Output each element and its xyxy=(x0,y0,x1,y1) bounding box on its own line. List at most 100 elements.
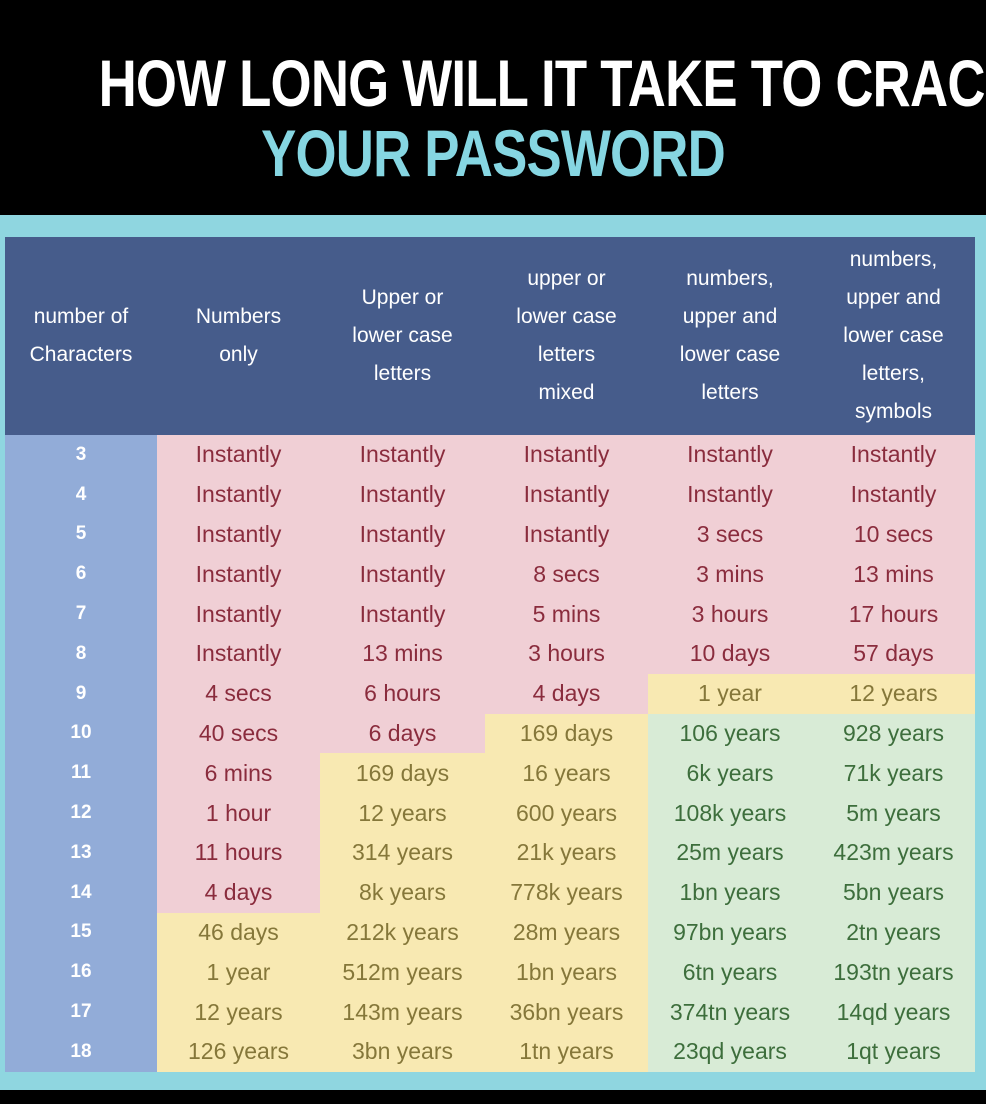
crack-time-cell: 6tn years xyxy=(648,952,812,993)
crack-time-cell: 6 days xyxy=(320,713,485,754)
row-character-count: 17 xyxy=(5,992,157,1032)
crack-time-cell: 1qt years xyxy=(812,1031,975,1072)
row-character-count: 16 xyxy=(5,952,157,993)
crack-time-cell: Instantly xyxy=(320,554,485,595)
row-character-count: 10 xyxy=(5,713,157,754)
header-line: Upper or xyxy=(361,286,444,309)
crack-time-cell: 8k years xyxy=(320,872,485,913)
crack-time-cell: 12 years xyxy=(320,793,485,833)
header-line: lower case xyxy=(352,324,453,347)
crack-time-cell: 4 days xyxy=(485,673,648,714)
header-numbers-mixed-case: numbers, upper and lower case letters xyxy=(648,237,812,435)
row-character-count: 3 xyxy=(5,435,157,475)
crack-time-cell: 423m years xyxy=(812,832,975,873)
header-line: numbers, xyxy=(849,248,938,271)
crack-time-cell: 1bn years xyxy=(648,872,812,913)
header-mixed-case: upper or lower case letters mixed xyxy=(485,237,648,435)
crack-time-cell: 314 years xyxy=(320,832,485,873)
crack-time-cell: Instantly xyxy=(485,474,648,515)
header-line: mixed xyxy=(538,381,595,404)
row-character-count: 15 xyxy=(5,912,157,953)
crack-time-cell: 12 years xyxy=(812,673,975,714)
crack-time-cell: Instantly xyxy=(157,554,320,595)
crack-time-cell: 13 mins xyxy=(320,633,485,674)
crack-time-cell: 4 secs xyxy=(157,673,320,714)
crack-time-table: number of Characters Numbers only Upper or lo… xyxy=(5,237,975,1072)
table-header: number of Characters Numbers only Upper or lo… xyxy=(5,237,975,435)
header-characters: number of Characters xyxy=(5,237,157,435)
crack-time-cell: 3bn years xyxy=(320,1031,485,1072)
crack-time-cell: 193tn years xyxy=(812,952,975,993)
row-character-count: 13 xyxy=(5,832,157,873)
crack-time-cell: Instantly xyxy=(812,474,975,515)
header-line: upper and xyxy=(682,305,778,328)
crack-time-cell: 778k years xyxy=(485,872,648,913)
crack-time-cell: Instantly xyxy=(320,435,485,475)
crack-time-cell: 5m years xyxy=(812,793,975,833)
crack-time-cell: 169 days xyxy=(320,753,485,794)
crack-time-cell: 10 secs xyxy=(812,514,975,555)
crack-time-cell: Instantly xyxy=(157,594,320,634)
crack-time-cell: Instantly xyxy=(648,435,812,475)
header-upper-or-lower: Upper or lower case letters xyxy=(320,237,485,435)
crack-time-cell: 512m years xyxy=(320,952,485,993)
crack-time-cell: 36bn years xyxy=(485,992,648,1032)
crack-time-cell: Instantly xyxy=(485,514,648,555)
crack-time-cell: Instantly xyxy=(157,633,320,674)
crack-time-cell: 11 hours xyxy=(157,832,320,873)
header-line: upper or xyxy=(527,267,606,290)
crack-time-cell: Instantly xyxy=(320,594,485,634)
header-line: letters xyxy=(701,381,759,404)
crack-time-cell: Instantly xyxy=(812,435,975,475)
crack-time-cell: 1tn years xyxy=(485,1031,648,1072)
crack-time-cell: 928 years xyxy=(812,713,975,754)
crack-time-cell: Instantly xyxy=(648,474,812,515)
header-line: lower case xyxy=(843,324,944,347)
crack-time-cell: 71k years xyxy=(812,753,975,794)
crack-time-cell: 3 hours xyxy=(648,594,812,634)
crack-time-cell: 1 year xyxy=(157,952,320,993)
crack-time-cell: 21k years xyxy=(485,832,648,873)
crack-time-cell: 169 days xyxy=(485,713,648,754)
header-line: Numbers xyxy=(195,305,282,328)
crack-time-cell: 2tn years xyxy=(812,912,975,953)
crack-time-cell: 3 secs xyxy=(648,514,812,555)
crack-time-cell: 57 days xyxy=(812,633,975,674)
crack-time-cell: 17 hours xyxy=(812,594,975,634)
header-line: lower case xyxy=(516,305,617,328)
crack-time-cell: 23qd years xyxy=(648,1031,812,1072)
crack-time-cell: 126 years xyxy=(157,1031,320,1072)
crack-time-cell: 28m years xyxy=(485,912,648,953)
header-line: upper and xyxy=(846,286,941,309)
crack-time-cell: 5bn years xyxy=(812,872,975,913)
header-line: only xyxy=(219,343,258,366)
crack-time-cell: Instantly xyxy=(157,435,320,475)
crack-time-cell: 106 years xyxy=(648,713,812,754)
header-numbers-only: Numbers only xyxy=(157,237,320,435)
crack-time-cell: 6 hours xyxy=(320,673,485,714)
crack-time-cell: 10 days xyxy=(648,633,812,674)
crack-time-cell: 600 years xyxy=(485,793,648,833)
header-line: numbers, xyxy=(686,267,774,290)
crack-time-cell: Instantly xyxy=(157,514,320,555)
row-character-count: 14 xyxy=(5,872,157,913)
crack-time-cell: 108k years xyxy=(648,793,812,833)
title-line-1: HOW LONG WILL IT TAKE TO CRACK xyxy=(98,46,986,120)
crack-time-cell: 143m years xyxy=(320,992,485,1032)
crack-time-cell: 16 years xyxy=(485,753,648,794)
crack-time-cell: 3 hours xyxy=(485,633,648,674)
row-character-count: 18 xyxy=(5,1031,157,1072)
crack-time-cell: 3 mins xyxy=(648,554,812,595)
crack-time-cell: 212k years xyxy=(320,912,485,953)
crack-time-cell: 5 mins xyxy=(485,594,648,634)
header-line: symbols xyxy=(854,400,932,423)
header-line: lower case xyxy=(679,343,781,366)
crack-time-cell: 25m years xyxy=(648,832,812,873)
header-line: letters xyxy=(537,343,596,366)
crack-time-cell: 97bn years xyxy=(648,912,812,953)
header-line: number of xyxy=(33,305,129,328)
crack-time-cell: 12 years xyxy=(157,992,320,1032)
crack-time-cell: 1 hour xyxy=(157,793,320,833)
header-all-with-symbols: numbers, upper and lower case letters, symbo… xyxy=(812,237,975,435)
header-line: letters, xyxy=(861,362,925,385)
